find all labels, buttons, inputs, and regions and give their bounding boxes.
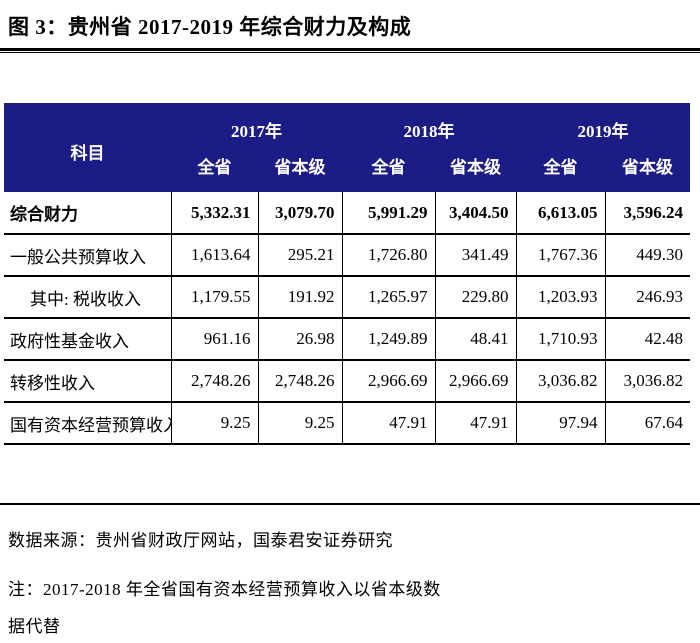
value-cell: 47.91 [341, 402, 435, 444]
value-cell: 341.49 [434, 234, 516, 276]
row-label-cell: 综合财力 [10, 205, 78, 224]
table-row: 转移性收入 2,748.26 2,748.26 2,966.69 2,966.69 3,0… [4, 360, 690, 402]
column-header-2017-province: 全省 [171, 148, 258, 192]
header-scope-row: 全省 省本级 全省 省本级 全省 省本级 [4, 148, 690, 192]
figure-title: 图 3：贵州省 2017-2019 年综合财力及构成 [8, 15, 412, 39]
value-cell: 3,036.82 [604, 360, 690, 402]
note-line-1: 注：2017-2018 年全省国有资本经营预算收入以省本级数 [8, 580, 441, 599]
table-row: 国有资本经营预算收入 9.25 9.25 47.91 47.91 97.94 67.64 [4, 402, 690, 444]
title-rule-thin [0, 52, 700, 53]
value-cell: 2,748.26 [170, 360, 258, 402]
title-double-rule [0, 48, 700, 53]
value-cell: 67.64 [604, 402, 690, 444]
table-row: 其中: 税收收入 1,179.55 191.92 1,265.97 229.80 1,20… [4, 276, 690, 318]
value-cell: 9.25 [257, 402, 342, 444]
column-header-subject: 科目 [4, 103, 171, 192]
value-cell: 2,748.26 [257, 360, 342, 402]
value-cell: 1,710.93 [515, 318, 605, 360]
row-label-cell: 国有资本经营预算收入 [10, 415, 171, 435]
header-year-row: 科目 2017年 2018年 2019年 [4, 103, 690, 192]
value-cell: 26.98 [257, 318, 342, 360]
table-row: 一般公共预算收入 1,613.64 295.21 1,726.80 341.49 1,76… [4, 234, 690, 276]
column-header-2018-province: 全省 [342, 148, 435, 192]
value-cell: 1,767.36 [515, 234, 605, 276]
row-label-cell: 转移性收入 [10, 373, 95, 393]
title-rule-gap [0, 51, 700, 52]
table-row: 政府性基金收入 961.16 26.98 1,249.89 48.41 1,710.93 4… [4, 318, 690, 360]
column-header-year-2018: 2018年 [342, 103, 516, 148]
column-header-year-2017: 2017年 [171, 103, 342, 148]
column-header-2017-provincial-level: 省本级 [258, 148, 342, 192]
value-cell: 9.25 [170, 402, 258, 444]
row-label-cell: 政府性基金收入 [10, 331, 129, 351]
value-cell: 1,179.55 [170, 276, 258, 318]
footer-rule [0, 503, 700, 505]
column-header-2019-province: 全省 [516, 148, 605, 192]
value-cell: 449.30 [604, 234, 690, 276]
value-cell: 191.92 [257, 276, 342, 318]
value-cell: 1,249.89 [341, 318, 435, 360]
value-cell: 246.93 [604, 276, 690, 318]
table-header: 科目 2017年 2018年 2019年 全省 省本级 全省 省本级 全省 省本… [4, 103, 690, 192]
value-cell: 2,966.69 [434, 360, 516, 402]
data-source-line: 数据来源：贵州省财政厅网站，国泰君安证券研究 [8, 531, 393, 550]
value-cell: 97.94 [515, 402, 605, 444]
value-cell: 2,966.69 [341, 360, 435, 402]
value-cell: 48.41 [434, 318, 516, 360]
column-header-year-2019: 2019年 [516, 103, 690, 148]
value-cell: 961.16 [170, 318, 258, 360]
title-rule-thick [0, 48, 700, 51]
value-cell: 5,332.31 [170, 192, 258, 234]
column-header-2018-provincial-level: 省本级 [435, 148, 516, 192]
value-cell: 1,613.64 [170, 234, 258, 276]
value-cell: 5,991.29 [341, 192, 435, 234]
value-cell: 3,404.50 [434, 192, 516, 234]
value-cell: 42.48 [604, 318, 690, 360]
row-label-cell: 一般公共预算收入 [10, 247, 146, 267]
value-cell: 47.91 [434, 402, 516, 444]
value-cell: 3,036.82 [515, 360, 605, 402]
column-header-2019-provincial-level: 省本级 [605, 148, 690, 192]
value-cell: 1,265.97 [341, 276, 435, 318]
finance-table: 科目 2017年 2018年 2019年 全省 省本级 全省 省本级 全省 省本… [4, 103, 690, 445]
table-row: 综合财力 5,332.31 3,079.70 5,991.29 3,404.50 6,61… [4, 192, 690, 234]
value-cell: 3,079.70 [257, 192, 342, 234]
table-body: 综合财力 5,332.31 3,079.70 5,991.29 3,404.50 6,61… [4, 192, 690, 444]
value-cell: 1,203.93 [515, 276, 605, 318]
row-label-cell: 其中: 税收收入 [30, 289, 141, 309]
value-cell: 229.80 [434, 276, 516, 318]
note-line-2: 据代替 [8, 617, 61, 636]
value-cell: 1,726.80 [341, 234, 435, 276]
value-cell: 295.21 [257, 234, 342, 276]
value-cell: 3,596.24 [604, 192, 690, 234]
value-cell: 6,613.05 [515, 192, 605, 234]
